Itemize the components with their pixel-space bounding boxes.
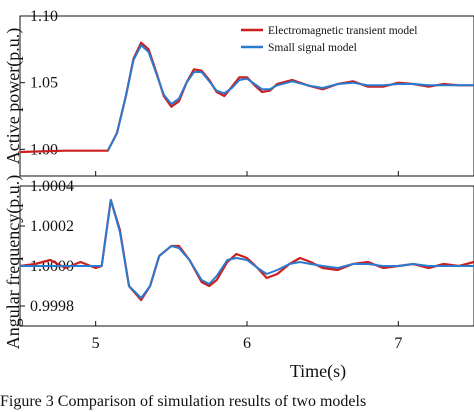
electromagnetic-series-line — [19, 198, 474, 302]
x-tick-label: 7 — [394, 335, 402, 352]
angular-frequency-ylabel: Angular frequency(p.u.) — [3, 175, 24, 349]
active-power-ylabel: Active power(p.u.) — [3, 28, 24, 164]
angular-frequency-plot-frame — [19, 185, 474, 327]
active-power-plot-frame — [19, 15, 474, 177]
y-tick-label: 1.10 — [30, 8, 58, 25]
x-tick-label: 5 — [92, 335, 100, 352]
y-tick-label: 0.9998 — [30, 298, 74, 315]
figure-caption: Figure 3 Comparison of simulation result… — [0, 393, 366, 410]
y-tick-label: 1.00 — [30, 141, 58, 158]
small-signal-series-line — [20, 199, 474, 299]
active-power-chart: 1.00 1.05 1.10 Active power(p.u.) Electrom… — [3, 8, 474, 177]
legend-label-small-signal: Small signal model — [268, 42, 357, 54]
electromagnetic-series-line — [19, 41, 474, 154]
y-tick-label: 1.05 — [30, 75, 58, 92]
time-xlabel: Time(s) — [290, 361, 346, 382]
y-tick-label: 1.0002 — [30, 218, 74, 235]
small-signal-series-line — [106, 44, 474, 152]
y-tick-label: 1.0004 — [30, 178, 74, 195]
x-tick-label: 6 — [243, 335, 251, 352]
legend: Electromagnetic transient model Small si… — [241, 25, 417, 54]
legend-label-electromagnetic: Electromagnetic transient model — [268, 25, 417, 37]
